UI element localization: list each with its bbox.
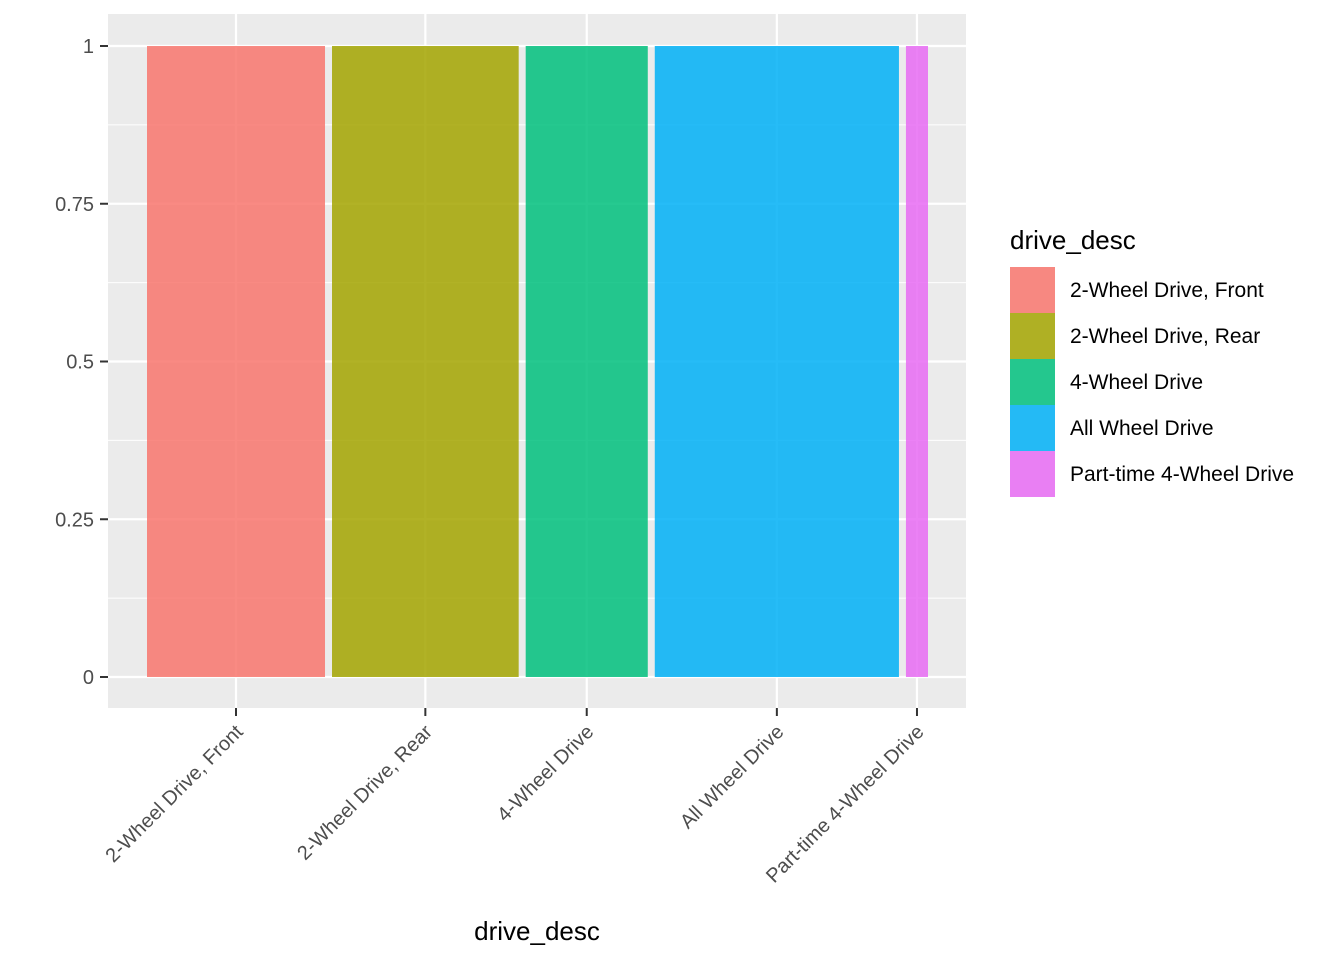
y-tick-label: 0.75 (55, 194, 94, 216)
y-tick-label: 1 (83, 36, 94, 58)
bar-2 (332, 46, 519, 677)
y-tick-label: 0 (83, 667, 94, 689)
x-tick-label: All Wheel Drive (676, 721, 788, 833)
bar-1 (147, 46, 326, 677)
x-tick-label: 4-Wheel Drive (493, 721, 598, 826)
legend-items: 2-Wheel Drive, Front 2-Wheel Drive, Rear 4… (1010, 267, 1294, 497)
bar-4 (654, 46, 899, 677)
bars (147, 46, 928, 677)
y-axis: 0 0.25 0.5 0.75 1 (55, 36, 108, 689)
legend-key-swatch (1010, 313, 1055, 359)
legend-key-swatch (1010, 405, 1055, 451)
legend-label: 2-Wheel Drive, Rear (1070, 325, 1260, 348)
legend-label: Part-time 4-Wheel Drive (1070, 463, 1294, 486)
y-tick-label: 0.5 (66, 352, 94, 374)
x-tick-label: 2-Wheel Drive, Rear (293, 721, 437, 865)
bar-3 (525, 46, 648, 677)
legend-key-swatch (1010, 267, 1055, 313)
x-axis: 2-Wheel Drive, Front 2-Wheel Drive, Rear 4… (102, 708, 929, 887)
x-tick-label: 2-Wheel Drive, Front (102, 721, 248, 867)
y-tick-label: 0.25 (55, 509, 94, 531)
x-axis-title: drive_desc (474, 916, 600, 946)
legend-key-swatch (1010, 359, 1055, 405)
legend-label: 4-Wheel Drive (1070, 371, 1203, 394)
legend-key-swatch (1010, 451, 1055, 497)
x-tick-label: Part-time 4-Wheel Drive (762, 721, 928, 887)
bar-5 (905, 46, 928, 677)
legend-label: 2-Wheel Drive, Front (1070, 279, 1264, 302)
legend-title: drive_desc (1010, 225, 1136, 255)
legend-label: All Wheel Drive (1070, 417, 1214, 440)
